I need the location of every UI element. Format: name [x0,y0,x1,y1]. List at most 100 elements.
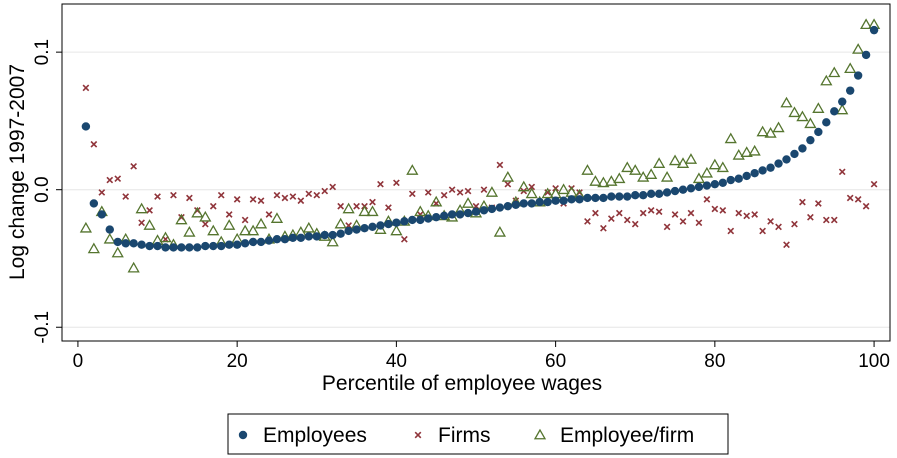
firms-point [249,195,257,203]
employee-per-firm-point [270,212,284,223]
employee-per-firm-point [111,246,124,258]
firms-point [719,206,727,214]
legend: Employees Firms Employee/firm [227,413,729,455]
employee-per-firm-point [238,224,252,236]
employees-point [296,233,306,243]
firms-point [154,193,161,200]
employees-point [129,239,138,248]
employees-point [726,175,735,185]
employee-per-firm-point [692,172,706,184]
legend-item: Employees [238,424,367,447]
y-tick-label: 0.1 [32,39,53,65]
employee-per-firm-point [732,148,745,160]
employee-per-firm-point [748,144,761,156]
employees-point [209,241,218,251]
firms-point [106,176,114,184]
firms-point [408,190,416,198]
x-tick-label: 0 [73,351,84,372]
firms-point [440,191,448,199]
employees-point [392,218,401,227]
employees-point [766,163,775,172]
employee-per-firm-point [525,187,538,199]
firms-point [528,183,536,191]
firms-point [695,219,703,227]
employee-per-firm-point [485,186,499,197]
legend-item: Employee/firm [533,424,694,447]
series-x [82,84,878,249]
y-tick-label: 0.0 [32,176,53,202]
employee-per-firm-point [326,235,339,247]
employees-point [742,171,751,181]
employees-point [758,166,767,175]
legend-box [227,413,729,455]
employees-point [81,122,91,131]
employee-per-firm-point [724,132,737,144]
employees-point [623,192,632,201]
firms-point [265,211,273,218]
employee-per-firm-point [796,110,809,122]
firms-point [783,241,790,249]
employees-point [201,241,210,251]
employees-point [89,199,99,208]
firms-point [98,189,106,196]
series-circle [81,25,879,252]
firms-point [854,195,862,203]
employees-point [631,190,640,200]
firms-point [353,202,360,210]
firms-point [448,186,456,194]
firms-point [281,194,289,202]
employees-point [248,237,258,247]
employees-point [416,215,425,225]
employee-per-firm-point [334,217,347,229]
employees-point [424,214,433,223]
employees-point [638,190,648,200]
employee-per-firm-point [804,117,817,129]
employees-point [447,210,457,219]
employee-per-firm-point [79,221,93,233]
employees-point [455,210,465,219]
firms-point [257,197,265,205]
firms-point [504,180,512,188]
firms-point [639,209,647,217]
firms-point [225,211,233,218]
employee-per-firm-point [246,224,260,236]
employees-point [185,243,194,252]
firms-point [321,187,329,195]
firms-point [615,209,623,217]
employees-point [272,235,282,244]
employee-per-firm-point [700,166,714,178]
employees-point [471,207,481,216]
employees-point [400,217,409,226]
employees-point [280,235,290,244]
employees-point [694,182,704,192]
employees-point [845,86,855,95]
employees-point [861,50,871,60]
employees-point [97,210,107,219]
firms-point [130,162,138,170]
employee-per-firm-point [613,172,626,184]
firms-point [631,220,639,228]
employee-per-firm-point [764,126,777,138]
employees-point [519,199,528,208]
employee-per-firm-point [366,205,379,217]
employee-per-firm-point [302,221,315,233]
firms-point [170,191,177,199]
employees-point [583,193,592,203]
x-axis-title: Percentile of employee wages [322,372,602,395]
legend-label: Firms [438,424,490,447]
firms-point [735,209,743,217]
employee-per-firm-point [716,161,729,173]
employee-per-firm-point [780,96,793,108]
firms-point [289,193,297,200]
employees-point [543,197,552,207]
employee-per-firm-point [143,219,156,230]
legend-employees-point-icon [238,430,248,440]
employee-per-firm-point [589,175,602,186]
gridlines [62,51,890,328]
employee-per-firm-point [756,125,769,137]
firms-point [759,227,766,235]
firms-point [385,204,392,211]
firms-point [775,223,782,231]
employee-per-firm-point [103,232,116,244]
employee-per-firm-point [183,226,196,237]
